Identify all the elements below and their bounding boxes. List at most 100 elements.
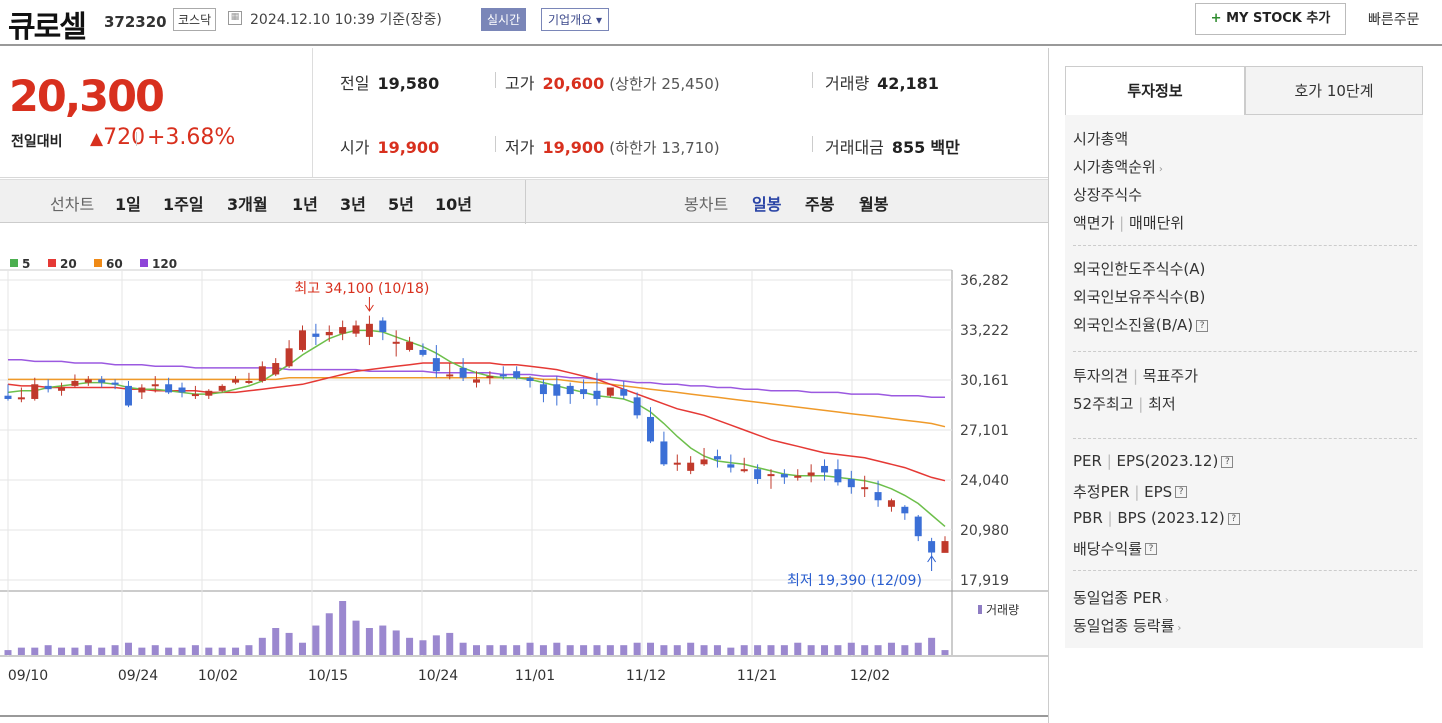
trade-amount: 거래대금 855 백만 (825, 134, 960, 158)
x-tick-label: 11/12 (626, 668, 666, 684)
help-icon[interactable]: ? (1227, 512, 1240, 525)
realtime-button[interactable]: 실시간 (481, 8, 527, 31)
info-row: 상장주식수 (1073, 184, 1417, 210)
tab-1d[interactable]: 1일 (115, 195, 141, 214)
tab-3m[interactable]: 3개월 (227, 195, 268, 214)
tab-3y[interactable]: 3년 (340, 195, 366, 214)
volume-bar (687, 642, 695, 655)
candle-body (473, 379, 480, 383)
candle-body (392, 341, 400, 344)
volume-bar (151, 645, 159, 655)
candle-body (660, 441, 668, 465)
info-label: 동일업종 등락률 (1073, 617, 1175, 635)
candle-body (941, 541, 949, 553)
info-row: 외국인보유주식수(B) (1073, 286, 1417, 312)
volume-bar (821, 645, 829, 655)
candle-body (754, 469, 762, 480)
stock-header: 큐로셀 372320 코스닥 ▦ 2024.12.10 10:39 기준(장중)… (0, 0, 1442, 46)
candle-body (821, 465, 829, 473)
volume-bar (580, 645, 588, 655)
y-tick-label: 17,919 (960, 573, 1009, 589)
company-overview-dropdown[interactable]: 기업개요 ▾ (541, 8, 609, 31)
chevron-right-icon: › (1177, 623, 1182, 634)
tab-order-book[interactable]: 호가 10단계 (1245, 66, 1423, 115)
y-tick-label: 24,040 (960, 473, 1009, 489)
candle-body (44, 385, 52, 390)
help-icon[interactable]: ? (1196, 319, 1209, 332)
volume-bar (138, 647, 146, 655)
tab-5y[interactable]: 5년 (388, 195, 414, 214)
upper-limit: (상한가 25,450) (609, 75, 720, 93)
volume-bar (245, 645, 253, 655)
divider (812, 136, 813, 152)
candle-body (687, 462, 695, 471)
volume-bar (285, 632, 293, 655)
tab-1w[interactable]: 1주일 (163, 195, 204, 214)
candle-body (887, 500, 895, 507)
info-row-label: PER | EPS(2023.12)? (1073, 452, 1234, 470)
volume-value: 42,181 (877, 74, 939, 93)
help-icon[interactable]: ? (1221, 455, 1234, 468)
candle-body (767, 474, 775, 477)
tab-1y[interactable]: 1년 (292, 195, 318, 214)
info-row-label: PBR | BPS (2023.12)? (1073, 509, 1240, 527)
volume-bar (191, 645, 199, 655)
candle-body (861, 487, 869, 490)
info-row-label: 투자의견 | 목표주가 (1073, 365, 1198, 386)
volume-bar (31, 647, 39, 655)
current-price: 20,300 (9, 72, 165, 122)
candle-body (606, 387, 614, 396)
candle-body (566, 385, 574, 395)
candle-body (111, 382, 119, 385)
candle-body (633, 397, 641, 416)
stock-code: 372320 (104, 13, 167, 31)
volume-bar (861, 645, 869, 655)
tab-monthly[interactable]: 월봉 (859, 195, 889, 214)
divider: | (1114, 214, 1129, 232)
down-arrow-icon (364, 297, 374, 312)
tab-10y[interactable]: 10년 (435, 195, 472, 214)
legend-swatch (94, 259, 102, 267)
candle-body (928, 541, 936, 553)
info-row-label: 추정PER | EPS? (1073, 481, 1188, 502)
x-tick-label: 09/24 (118, 668, 158, 684)
info-label-2: 최저 (1148, 395, 1176, 413)
candle-body (553, 384, 561, 396)
volume-bar (647, 642, 655, 655)
volume: 거래량 42,181 (825, 70, 939, 94)
help-icon[interactable]: ? (1145, 543, 1158, 555)
volume-bar (258, 637, 266, 655)
candle-body (834, 469, 842, 483)
candle-body (191, 394, 199, 397)
volume-bar (660, 645, 668, 655)
add-mystock-button[interactable]: + MY STOCK 추가 (1195, 3, 1346, 35)
candle-body (151, 384, 159, 387)
section-divider (1073, 351, 1417, 352)
divider (525, 180, 526, 224)
lower-limit: (하한가 13,710) (609, 139, 720, 157)
divider (312, 48, 313, 177)
info-label: 외국인보유주식수(B) (1073, 288, 1206, 306)
price-change: ▲720 (90, 125, 145, 150)
stock-name: 큐로셀 (8, 10, 87, 45)
volume-bar (901, 645, 909, 655)
info-row: 외국인한도주식수(A) (1073, 258, 1417, 284)
volume-bar (807, 645, 815, 655)
candle-body (312, 333, 320, 337)
tab-daily[interactable]: 일봉 (752, 195, 782, 214)
help-icon[interactable]: ? (1175, 486, 1188, 498)
tab-investment-info[interactable]: 투자정보 (1065, 66, 1245, 115)
market-badge: 코스닥 (173, 8, 217, 31)
info-label: 투자의견 (1073, 367, 1129, 385)
fast-order-link[interactable]: 빠른주문 (1368, 12, 1420, 28)
candle-body (901, 506, 909, 514)
volume-bar (98, 647, 106, 655)
open-label: 시가 (340, 138, 370, 157)
legend-label: 120 (152, 257, 177, 271)
tab-weekly[interactable]: 주봉 (805, 195, 835, 214)
divider (495, 136, 496, 152)
volume-bar (593, 645, 601, 655)
volume-bar (44, 645, 52, 655)
volume-bar (620, 645, 628, 655)
volume-bar (218, 647, 226, 655)
